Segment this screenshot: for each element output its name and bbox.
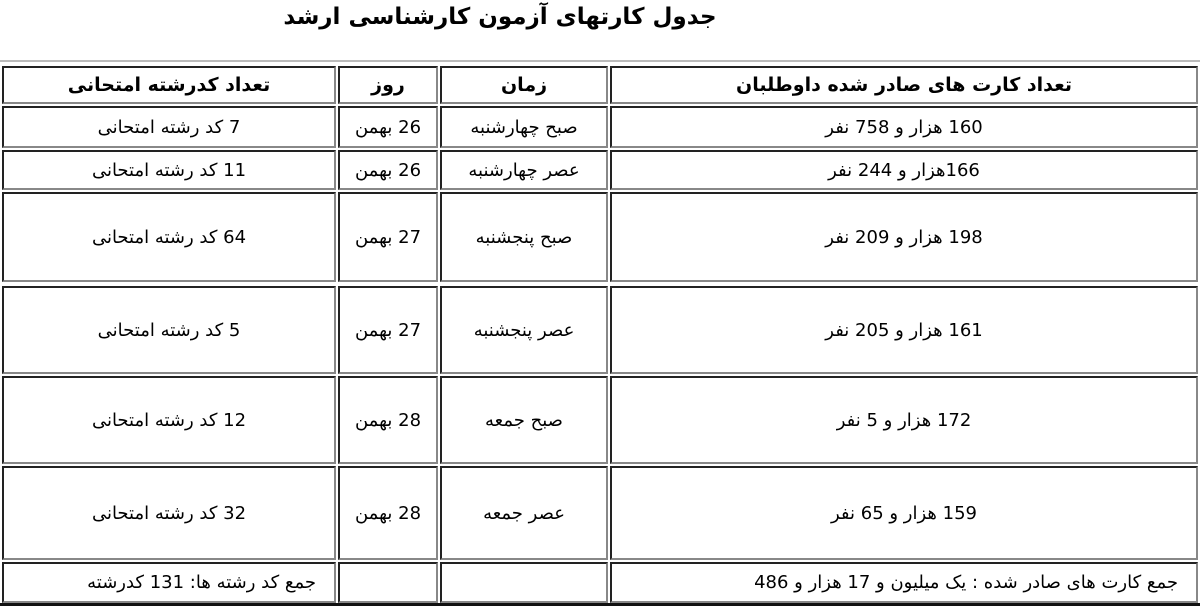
cell-cards-issued: 172 هزار و 5 نفر xyxy=(610,376,1198,464)
cell-day: 28 بهمن xyxy=(338,376,438,464)
exam-cards-table: تعداد کارت های صادر شده داوطلبان زمان روز ت… xyxy=(0,60,1200,606)
cell-time: صبح پنجشنبه xyxy=(440,192,608,282)
header-time: زمان xyxy=(440,66,608,104)
total-day xyxy=(338,562,438,603)
cell-time: عصر پنجشنبه xyxy=(440,286,608,374)
cell-cards-issued: 159 هزار و 65 نفر xyxy=(610,466,1198,560)
cell-day: 26 بهمن xyxy=(338,150,438,190)
cell-day: 27 بهمن xyxy=(338,192,438,282)
cell-day: 26 بهمن xyxy=(338,106,438,148)
cell-exam-codes: 12 کد رشته امتحانی xyxy=(2,376,336,464)
cell-time: عصر جمعه xyxy=(440,466,608,560)
cell-exam-codes: 32 کد رشته امتحانی xyxy=(2,466,336,560)
cell-exam-codes: 11 کد رشته امتحانی xyxy=(2,150,336,190)
total-cards-issued: جمع کارت های صادر شده : یک میلیون و 17 ه… xyxy=(610,562,1198,603)
cell-cards-issued: 166هزار و 244 نفر xyxy=(610,150,1198,190)
cell-exam-codes: 7 کد رشته امتحانی xyxy=(2,106,336,148)
cell-time: عصر چهارشنبه xyxy=(440,150,608,190)
cell-cards-issued: 160 هزار و 758 نفر xyxy=(610,106,1198,148)
cell-day: 27 بهمن xyxy=(338,286,438,374)
header-day: روز xyxy=(338,66,438,104)
cell-day: 28 بهمن xyxy=(338,466,438,560)
cell-exam-codes: 5 کد رشته امتحانی xyxy=(2,286,336,374)
total-time xyxy=(440,562,608,603)
header-exam-codes: تعداد کدرشته امتحانی xyxy=(2,66,336,104)
cell-cards-issued: 198 هزار و 209 نفر xyxy=(610,192,1198,282)
cell-exam-codes: 64 کد رشته امتحانی xyxy=(2,192,336,282)
page-title: جدول کارتهای آزمون کارشناسی ارشد xyxy=(283,4,717,30)
cell-time: صبح جمعه xyxy=(440,376,608,464)
total-exam-codes: جمع کد رشته ها: 131 کدرشته xyxy=(2,562,336,603)
cell-time: صبح چهارشنبه xyxy=(440,106,608,148)
cell-cards-issued: 161 هزار و 205 نفر xyxy=(610,286,1198,374)
header-cards-issued: تعداد کارت های صادر شده داوطلبان xyxy=(610,66,1198,104)
